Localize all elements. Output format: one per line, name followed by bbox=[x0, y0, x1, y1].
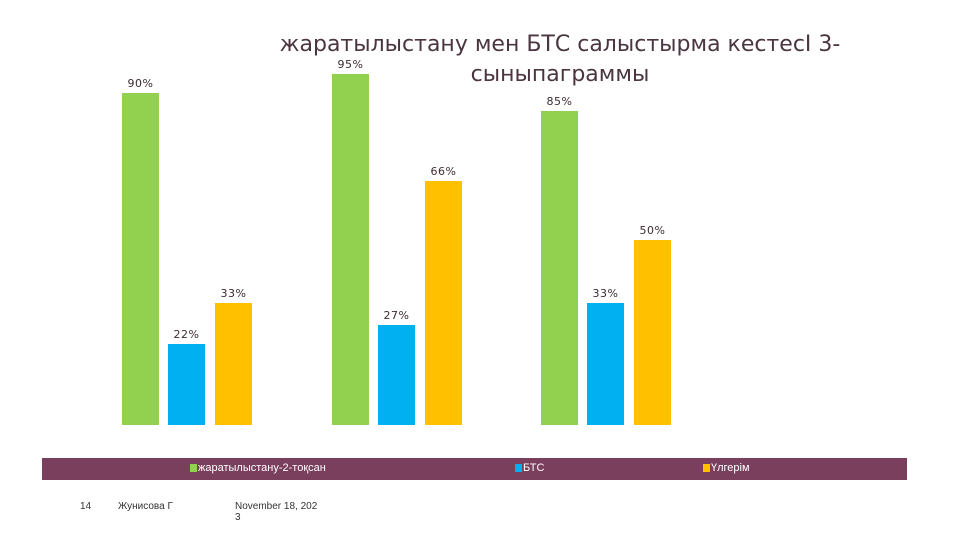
footer-date-line-2: 3 bbox=[235, 512, 241, 523]
data-label: 66% bbox=[430, 165, 457, 178]
chart-title: жаратылыстану мен БТС салыстырма кестесІ… bbox=[240, 30, 880, 90]
data-label: 85% bbox=[546, 95, 573, 108]
legend-item-progress: Үлгерім bbox=[703, 462, 750, 474]
bar bbox=[122, 93, 159, 425]
legend-swatch-blue-icon bbox=[515, 464, 522, 472]
legend-swatch-yellow-icon bbox=[703, 464, 710, 472]
bar bbox=[587, 303, 624, 425]
data-label: 33% bbox=[592, 287, 619, 300]
bar bbox=[215, 303, 252, 425]
bar bbox=[168, 344, 205, 425]
footer-date: November 18, 202 3 bbox=[235, 501, 317, 523]
legend-item-bts: БТС bbox=[515, 462, 544, 474]
footer-author: Жунисова Г bbox=[118, 501, 173, 512]
bar bbox=[378, 325, 415, 425]
bar bbox=[425, 181, 462, 425]
data-label: 22% bbox=[173, 328, 200, 341]
legend-label: БТС bbox=[523, 462, 545, 474]
legend: жаратылыстану-2-тоқсан БТС Үлгерім bbox=[42, 458, 907, 480]
chart-title-line-1: жаратылыстану мен БТС салыстырма кестесІ… bbox=[279, 32, 841, 57]
page-number: 14 bbox=[80, 501, 92, 512]
legend-label: Үлгерім bbox=[711, 462, 750, 474]
data-label: 95% bbox=[337, 58, 364, 71]
legend-item-science: жаратылыстану-2-тоқсан bbox=[190, 462, 326, 474]
data-label: 50% bbox=[639, 224, 666, 237]
bar bbox=[634, 240, 671, 425]
data-label: 27% bbox=[383, 309, 410, 322]
bar bbox=[541, 111, 578, 425]
footer-date-line-1: November 18, 202 bbox=[235, 501, 318, 512]
bar bbox=[332, 74, 369, 425]
chart-title-line-2: сыныпаграммы bbox=[470, 62, 650, 87]
data-label: 33% bbox=[220, 287, 247, 300]
data-label: 90% bbox=[127, 77, 154, 90]
legend-label: жаратылыстану-2-тоқсан bbox=[198, 462, 326, 474]
legend-swatch-green-icon bbox=[190, 464, 197, 472]
